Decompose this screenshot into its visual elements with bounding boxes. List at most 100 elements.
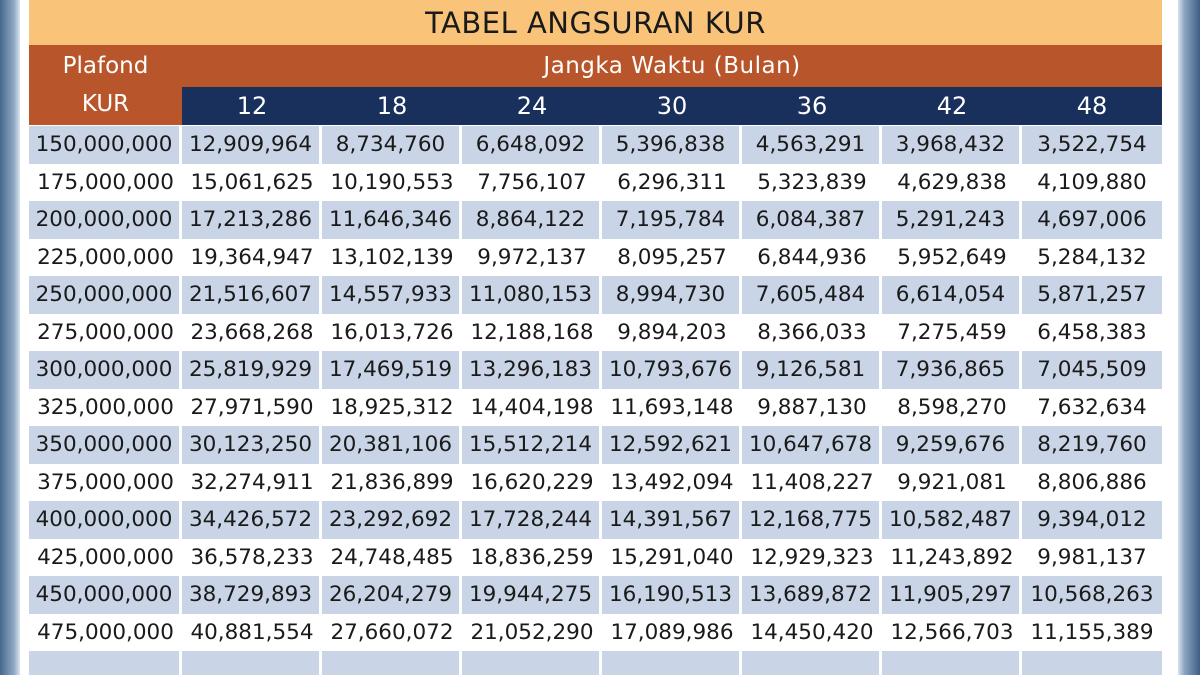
plafond-cell: 250,000,000 xyxy=(29,276,182,314)
installment-cell: 38,729,893 xyxy=(182,576,322,614)
table-row: 275,000,000 23,668,268 16,013,726 12,188,16… xyxy=(29,314,1162,352)
installment-cell: 8,219,760 xyxy=(1037,432,1147,458)
table-row xyxy=(29,651,1162,675)
installment-cell: 9,921,081 xyxy=(897,469,1007,495)
installment-cell: 27,660,072 xyxy=(330,619,454,645)
installment-cell: 3,522,754 xyxy=(1037,132,1147,158)
installment-cell: 6,648,092 xyxy=(462,126,602,164)
installment-cell: 16,013,726 xyxy=(330,319,454,345)
table-title: TABEL ANGSURAN KUR xyxy=(29,0,1162,45)
installment-cell: 11,243,892 xyxy=(890,544,1014,570)
table-row: 225,000,000 19,364,947 13,102,139 9,972,137… xyxy=(29,239,1162,277)
installment-cell: 12,929,323 xyxy=(750,544,874,570)
plafond-cell: 325,000,000 xyxy=(37,394,174,420)
installment-cell: 9,972,137 xyxy=(477,244,587,270)
table-row: 475,000,000 40,881,554 27,660,072 21,052,29… xyxy=(29,614,1162,652)
table-row: 350,000,000 30,123,250 20,381,106 15,512,21… xyxy=(29,426,1162,464)
plafond-label-line2: KUR xyxy=(81,91,130,117)
table-row: 450,000,000 38,729,893 26,204,279 19,944,27… xyxy=(29,576,1162,614)
installment-cell: 16,190,513 xyxy=(602,576,742,614)
installment-cell: 4,109,880 xyxy=(1037,169,1147,195)
installment-cell: 13,296,183 xyxy=(462,351,602,389)
installment-cell: 12,188,168 xyxy=(470,319,594,345)
installment-cell: 11,646,346 xyxy=(322,201,462,239)
month-header-48: 48 xyxy=(1076,92,1108,120)
installment-cell: 8,095,257 xyxy=(617,244,727,270)
installment-cell: 7,756,107 xyxy=(477,169,587,195)
plafond-cell: 475,000,000 xyxy=(37,619,174,645)
table-row: 400,000,000 34,426,572 23,292,692 17,728,24… xyxy=(29,501,1162,539)
installment-cell: 16,620,229 xyxy=(470,469,594,495)
month-header-24: 24 xyxy=(516,92,548,120)
installment-cell: 12,909,964 xyxy=(182,126,322,164)
installment-cell: 19,944,275 xyxy=(462,576,602,614)
installment-cell xyxy=(742,651,882,675)
plafond-cell: 400,000,000 xyxy=(29,501,182,539)
table-row: 375,000,000 32,274,911 21,836,899 16,620,22… xyxy=(29,464,1162,502)
installment-cell: 32,274,911 xyxy=(190,469,314,495)
plafond-cell: 200,000,000 xyxy=(29,201,182,239)
installment-cell: 5,291,243 xyxy=(882,201,1022,239)
term-group-header: Jangka Waktu (Bulan) xyxy=(182,45,1162,87)
installment-cell: 12,592,621 xyxy=(602,426,742,464)
installment-cell: 5,871,257 xyxy=(1037,282,1147,308)
installment-cell: 15,061,625 xyxy=(190,169,314,195)
installment-cell: 7,275,459 xyxy=(897,319,1007,345)
plafond-column-header: Plafond KUR xyxy=(29,45,182,125)
installment-cell: 8,734,760 xyxy=(322,126,462,164)
installment-cell: 14,391,567 xyxy=(602,501,742,539)
installment-cell xyxy=(1022,651,1162,675)
plafond-cell: 275,000,000 xyxy=(37,319,174,345)
installment-cell: 5,284,132 xyxy=(1037,244,1147,270)
installment-cell: 9,259,676 xyxy=(882,426,1022,464)
left-frame-edge xyxy=(0,0,20,675)
installment-cell: 10,568,263 xyxy=(1030,582,1154,608)
installment-cell: 18,925,312 xyxy=(330,394,454,420)
installment-cell: 30,123,250 xyxy=(182,426,322,464)
table-row: 150,000,000 12,909,964 8,734,760 6,648,092 5… xyxy=(29,126,1162,164)
installment-cell: 17,728,244 xyxy=(462,501,602,539)
table-row: 250,000,000 21,516,607 14,557,933 11,080,15… xyxy=(29,276,1162,314)
installment-cell: 21,516,607 xyxy=(182,276,322,314)
plafond-cell: 425,000,000 xyxy=(37,544,174,570)
plafond-cell: 350,000,000 xyxy=(29,426,182,464)
right-frame-edge xyxy=(1178,0,1200,675)
installment-cell xyxy=(462,651,602,675)
installment-cell: 8,598,270 xyxy=(897,394,1007,420)
installment-cell: 5,323,839 xyxy=(757,169,867,195)
installment-cell: 7,605,484 xyxy=(742,276,882,314)
table-body: 150,000,000 12,909,964 8,734,760 6,648,092 5… xyxy=(29,126,1162,675)
installment-cell: 17,469,519 xyxy=(322,351,462,389)
installment-cell xyxy=(882,651,1022,675)
installment-cell: 6,084,387 xyxy=(742,201,882,239)
installment-cell xyxy=(602,651,742,675)
plafond-cell: 225,000,000 xyxy=(37,244,174,270)
table-row: 200,000,000 17,213,286 11,646,346 8,864,122… xyxy=(29,201,1162,239)
installment-cell: 15,512,214 xyxy=(462,426,602,464)
installment-cell: 11,155,389 xyxy=(1030,619,1154,645)
installment-cell: 24,748,485 xyxy=(330,544,454,570)
table-row: 175,000,000 15,061,625 10,190,553 7,756,107… xyxy=(29,164,1162,202)
installment-cell: 9,887,130 xyxy=(757,394,867,420)
installment-cell: 11,905,297 xyxy=(882,576,1022,614)
month-header-30: 30 xyxy=(656,92,688,120)
month-header-36: 36 xyxy=(796,92,828,120)
plafond-cell: 375,000,000 xyxy=(37,469,174,495)
installment-cell: 40,881,554 xyxy=(190,619,314,645)
installment-cell: 14,557,933 xyxy=(322,276,462,314)
installment-cell: 9,894,203 xyxy=(617,319,727,345)
installment-cell: 34,426,572 xyxy=(182,501,322,539)
installment-cell: 10,582,487 xyxy=(882,501,1022,539)
installment-cell: 5,952,649 xyxy=(897,244,1007,270)
installment-cell: 10,647,678 xyxy=(742,426,882,464)
installment-cell: 8,864,122 xyxy=(462,201,602,239)
installment-cell: 9,981,137 xyxy=(1037,544,1147,570)
installment-cell: 6,844,936 xyxy=(757,244,867,270)
plafond-cell xyxy=(29,651,182,675)
installment-cell: 13,492,094 xyxy=(610,469,734,495)
installment-cell: 9,126,581 xyxy=(742,351,882,389)
installment-cell: 21,836,899 xyxy=(330,469,454,495)
month-header-18: 18 xyxy=(376,92,408,120)
plafond-cell: 300,000,000 xyxy=(29,351,182,389)
installment-cell: 7,632,634 xyxy=(1037,394,1147,420)
